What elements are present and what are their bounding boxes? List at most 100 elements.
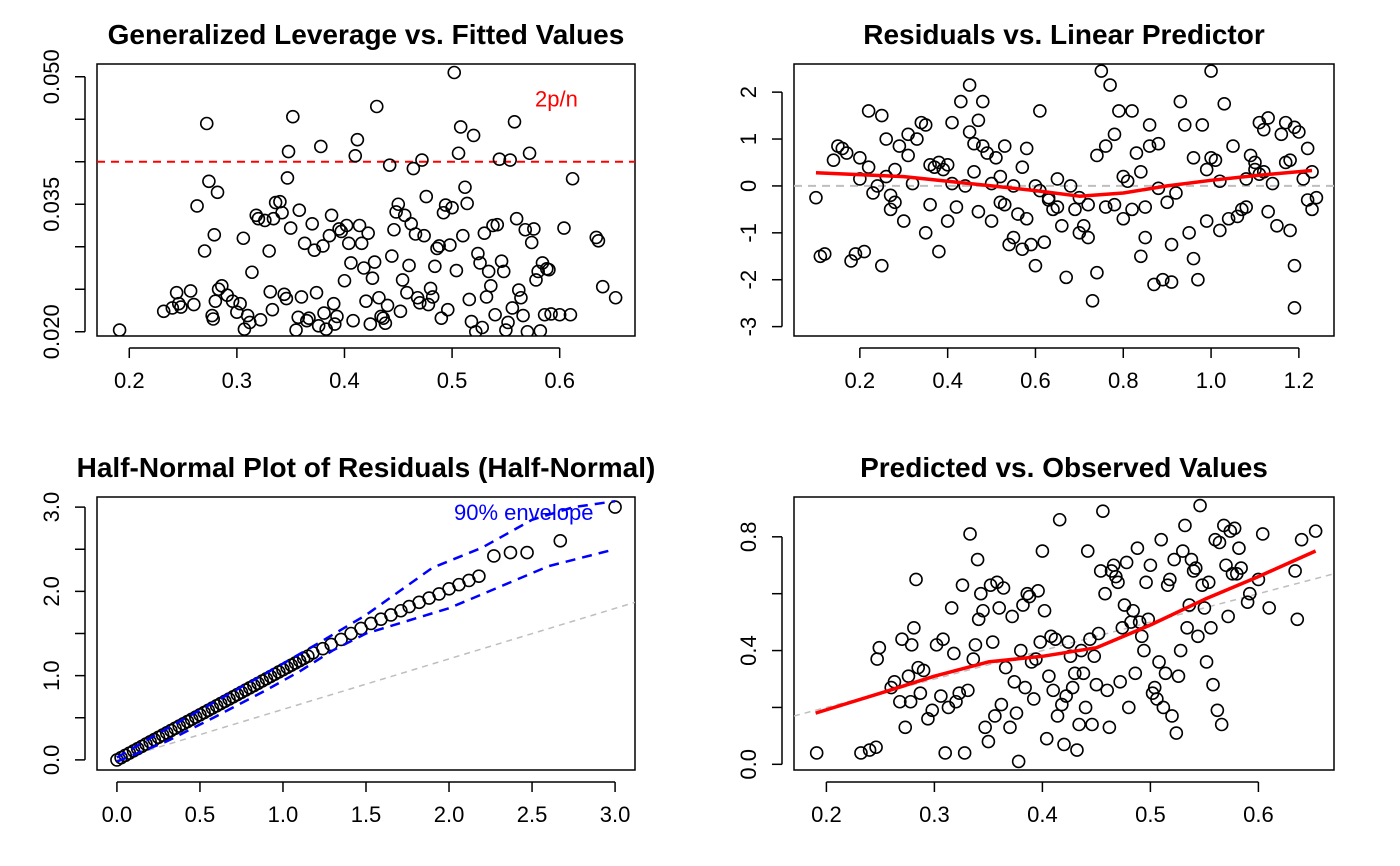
data-point (985, 635, 1000, 649)
data-point (367, 255, 382, 269)
data-point (1256, 122, 1271, 137)
data-point (281, 144, 296, 159)
data-point (417, 228, 431, 243)
data-point (389, 205, 403, 219)
data-point (1143, 558, 1158, 573)
data-point (1163, 572, 1177, 587)
data-point (1261, 204, 1275, 219)
data-point (253, 313, 268, 327)
y-axis: 0.020 0.035 0.050 (39, 49, 86, 359)
data-point (1152, 655, 1166, 669)
x-tick-label: 0.2 (114, 368, 145, 393)
data-point (925, 703, 940, 718)
data-point (263, 284, 278, 299)
data-point (967, 165, 981, 179)
data-point (305, 217, 320, 231)
data-point (1210, 703, 1225, 718)
data-point (1126, 603, 1140, 618)
data-point (563, 307, 578, 322)
data-point (1142, 118, 1157, 132)
data-point (447, 65, 462, 80)
data-point (1117, 598, 1132, 612)
chart-title: Generalized Leverage vs. Fitted Values (108, 19, 625, 50)
data-point (1138, 200, 1153, 214)
y-tick-label: 2 (736, 86, 761, 98)
data-point (1090, 148, 1104, 163)
plot-area (794, 498, 1334, 769)
x-tick-label: 0.6 (544, 368, 575, 393)
data-point (993, 169, 1008, 184)
x-tick-label: 1.5 (351, 802, 382, 827)
data-point (1033, 635, 1048, 649)
data-point (1002, 237, 1016, 252)
data-point (1308, 524, 1323, 538)
data-point (1240, 595, 1255, 610)
data-point (1059, 270, 1073, 285)
data-point (1102, 720, 1117, 735)
data-point (406, 161, 421, 176)
data-point (1262, 601, 1276, 615)
data-point (440, 302, 455, 317)
data-point (1085, 294, 1100, 308)
data-point (326, 296, 341, 311)
data-point (202, 174, 216, 189)
data-point (958, 179, 973, 193)
data-point (1134, 165, 1148, 179)
data-point (1155, 272, 1170, 287)
data-point (963, 527, 977, 541)
data-point (529, 273, 543, 287)
data-point (1018, 680, 1032, 695)
data-point (996, 581, 1011, 595)
data-point (1199, 162, 1214, 177)
data-point (892, 139, 907, 153)
data-point (1068, 202, 1082, 217)
data-point (1213, 223, 1227, 238)
data-point (428, 259, 442, 274)
x-tick-label: 0.6 (1243, 802, 1274, 827)
data-point (208, 294, 223, 308)
data-point (853, 150, 867, 165)
data-point (1098, 586, 1112, 601)
data-point (262, 244, 276, 258)
data-point (432, 239, 446, 253)
data-point (1107, 197, 1122, 212)
data-point (1287, 301, 1302, 315)
data-point (1186, 150, 1201, 165)
data-point (1111, 575, 1125, 590)
data-point (1090, 265, 1104, 280)
x-axis: 0.2 0.3 0.4 0.5 0.6 (811, 781, 1274, 827)
data-point (1050, 200, 1065, 214)
data-point (1003, 720, 1017, 735)
data-point (1287, 258, 1302, 273)
data-point (870, 652, 884, 666)
data-point (294, 290, 309, 304)
data-point (408, 227, 423, 241)
data-point (557, 221, 571, 235)
data-point (870, 179, 885, 193)
data-point (861, 104, 876, 118)
data-point (346, 313, 360, 328)
data-point (258, 213, 272, 228)
data-point (1042, 669, 1056, 683)
x-axis: 0.2 0.3 0.4 0.5 0.6 (114, 347, 575, 393)
data-point (1177, 118, 1192, 132)
data-point (1098, 200, 1113, 214)
x-tick-label: 1.0 (268, 802, 299, 827)
data-point (1137, 643, 1151, 658)
data-point (327, 317, 342, 331)
data-point (301, 649, 315, 664)
data-point (1039, 731, 1054, 746)
data-point (1091, 626, 1106, 641)
data-point (861, 160, 876, 174)
data-point (211, 282, 226, 297)
data-point (1226, 139, 1240, 153)
data-point (1130, 541, 1145, 555)
data-point (190, 199, 204, 213)
data-point (967, 136, 981, 151)
data-point (210, 185, 225, 200)
data-point (1050, 709, 1065, 723)
data-point (283, 221, 298, 235)
data-point (197, 244, 212, 258)
data-point (533, 324, 548, 336)
